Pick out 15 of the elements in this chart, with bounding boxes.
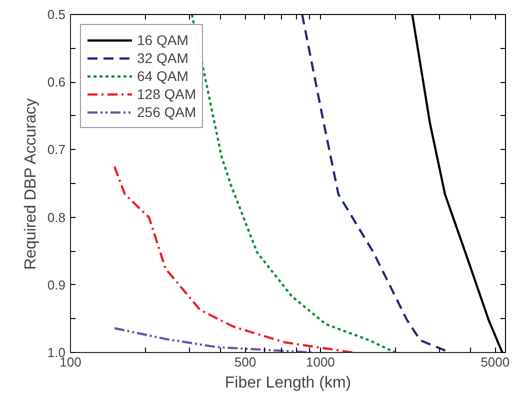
y-tick-label: 0.6 [47,74,66,90]
y-tick-label: 0.7 [47,142,66,158]
legend-label: 64 QAM [137,67,188,85]
legend-label: 256 QAM [137,103,196,121]
y-tick-label: 0.5 [47,7,66,22]
x-tick-label: 5000 [480,354,510,370]
legend-label: 128 QAM [137,85,196,103]
y-tick-label: 0.9 [47,277,66,292]
x-tick-label: 500 [234,354,256,370]
y-axis-title: Required DBP Accuracy [22,98,40,270]
legend-label: 32 QAM [137,49,188,67]
legend-label: 16 QAM [137,31,188,49]
x-tick-label: 1000 [306,354,335,370]
y-tick-label: 0.8 [47,210,66,225]
x-axis-title: Fiber Length (km) [224,374,352,392]
